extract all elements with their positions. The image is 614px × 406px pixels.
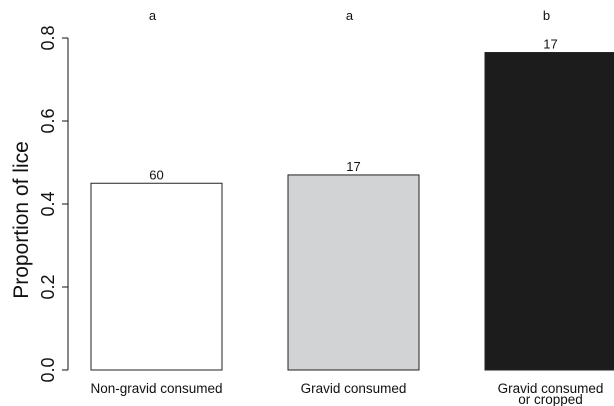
group-letter-label: a	[149, 8, 157, 23]
group-letter-label: a	[346, 8, 354, 23]
category-label: Gravid consumed	[301, 381, 407, 396]
labels: 0.0 0.2 0.4 0.6 0.8 60 a Non-gravid consumed 17 a…	[38, 8, 603, 406]
y-tick-label: 0.0	[38, 357, 58, 382]
y-axis-label: Proportion of lice	[10, 141, 33, 299]
bar	[287, 174, 420, 371]
bar	[90, 182, 223, 371]
y-tick-label: 0.4	[38, 191, 58, 216]
bar-count-label: 17	[543, 37, 557, 52]
y-tick-label: 0.2	[38, 274, 58, 299]
y-tick-label: 0.6	[38, 108, 58, 133]
bar-count-label: 60	[149, 167, 163, 182]
bar-count-label: 17	[346, 159, 360, 174]
bars	[90, 52, 614, 371]
y-tick-label: 0.8	[38, 25, 58, 50]
category-label: or cropped	[518, 392, 583, 406]
group-letter-label: b	[543, 8, 550, 23]
y-axis	[62, 37, 69, 371]
category-label: Gravid consumed	[498, 381, 604, 396]
category-label: Non-gravid consumed	[90, 381, 222, 396]
bar	[484, 52, 614, 371]
